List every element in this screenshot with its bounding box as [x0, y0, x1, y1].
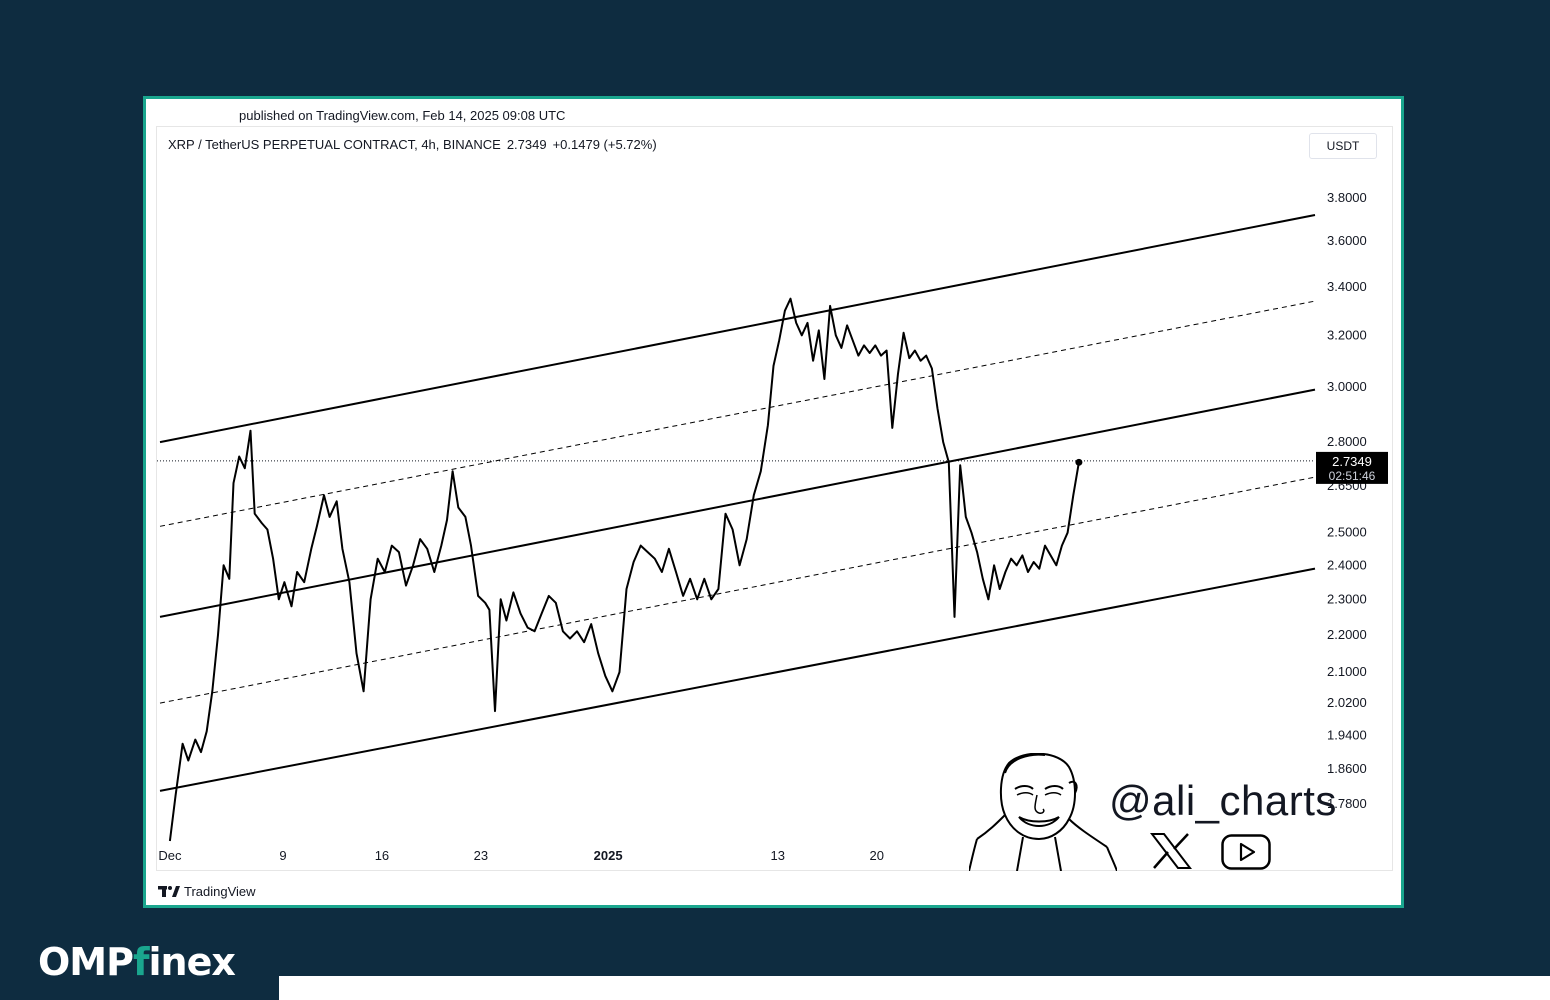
youtube-icon[interactable] [1221, 834, 1271, 870]
last-price-dot [1075, 458, 1083, 466]
x-tick-label: 23 [474, 848, 488, 863]
brand-part-i: i [148, 940, 162, 984]
price-tag [1316, 451, 1388, 484]
y-tick-label: 2.1000 [1327, 664, 1367, 679]
y-tick-label: 3.4000 [1327, 279, 1367, 294]
y-tick-label: 3.6000 [1327, 233, 1367, 248]
symbol-header: XRP / TetherUS PERPETUAL CONTRACT, 4h, B… [168, 137, 663, 152]
tradingview-label: TradingView [184, 884, 256, 899]
published-note: published on TradingView.com, Feb 14, 20… [239, 108, 566, 123]
channel-dashed-line [159, 300, 1316, 527]
x-tick-label: 16 [375, 848, 389, 863]
y-tick-label: 1.9400 [1327, 727, 1367, 742]
chart-panel: 3.8000 3.6000 3.4000 3.2000 3.0000 2.8000 2.65… [156, 126, 1393, 871]
y-tick-label: 2.5000 [1327, 525, 1367, 540]
y-tick-label: 2.8000 [1327, 434, 1367, 449]
y-tick-label: 2.0200 [1327, 695, 1367, 710]
channel-solid-line [159, 567, 1316, 792]
channel-dashed-line [159, 476, 1316, 704]
bottom-bar [279, 976, 1550, 1000]
avatar-illustration [969, 753, 1117, 871]
y-tick-label: 2.2000 [1327, 627, 1367, 642]
y-tick-label: 3.8000 [1327, 190, 1367, 205]
last-price: 2.7349 [506, 137, 547, 152]
symbol-title: XRP / TetherUS PERPETUAL CONTRACT, 4h, B… [168, 137, 501, 152]
currency-button[interactable]: USDT [1309, 133, 1377, 159]
price-chart[interactable]: 3.80003.60003.40003.20003.00002.80002.65… [157, 127, 1392, 870]
tradingview-icon [158, 885, 180, 897]
y-tick-label: 1.8600 [1327, 761, 1367, 776]
chart-frame: published on TradingView.com, Feb 14, 20… [143, 96, 1404, 908]
brand-part-nex: nex [160, 940, 236, 984]
x-tick-label: 20 [870, 848, 884, 863]
x-logo-icon[interactable] [1150, 833, 1192, 869]
y-tick-label: 3.2000 [1327, 327, 1367, 342]
watermark-handle: @ali_charts [1109, 777, 1337, 824]
brand-part-f: f [132, 940, 150, 984]
x-tick-label: 13 [771, 848, 785, 863]
price-tag-countdown: 02:51:46 [1329, 469, 1376, 483]
price-change: +0.1479 (+5.72%) [552, 137, 657, 152]
x-tick-label: 2025 [594, 848, 623, 863]
y-tick-label: 2.3000 [1327, 591, 1367, 606]
y-tick-label: 1.7800 [1327, 796, 1367, 811]
y-tick-label: 2.4000 [1327, 557, 1367, 572]
tradingview-logo[interactable]: TradingView [158, 884, 256, 899]
brand-part-omp: OMP [38, 940, 134, 984]
y-tick-label: 3.0000 [1327, 379, 1367, 394]
brand-logo: OMPfinex [38, 940, 236, 984]
x-tick-label: 9 [279, 848, 286, 863]
price-series-line [168, 297, 1080, 842]
price-tag-value: 2.7349 [1332, 454, 1372, 469]
channel-solid-line [159, 213, 1316, 444]
x-tick-label: Dec [158, 848, 182, 863]
channel-solid-line [159, 388, 1316, 618]
